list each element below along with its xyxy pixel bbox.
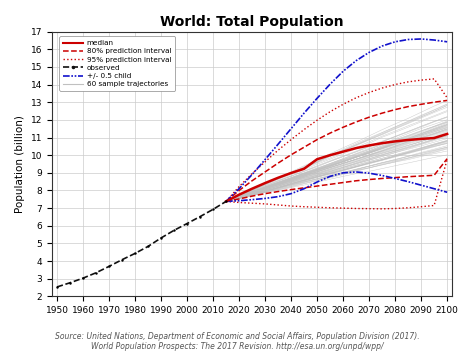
Text: Source: United Nations, Department of Economic and Social Affairs, Population Di: Source: United Nations, Department of Ec… bbox=[55, 332, 419, 351]
Legend: median, 80% prediction interval, 95% prediction interval, observed, +/- 0.5 chil: median, 80% prediction interval, 95% pre… bbox=[59, 37, 175, 91]
Title: World: Total Population: World: Total Population bbox=[160, 15, 344, 29]
Y-axis label: Population (billion): Population (billion) bbox=[15, 115, 25, 213]
